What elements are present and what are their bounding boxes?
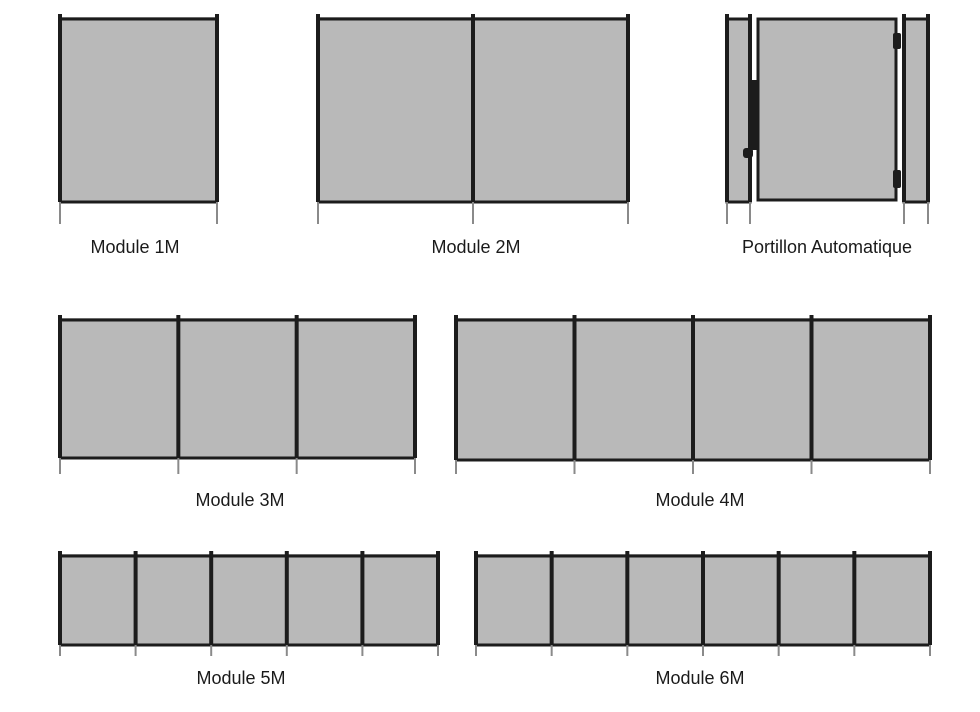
latch-knob-icon	[743, 148, 753, 158]
side-panel-mesh	[904, 19, 928, 202]
gate-frame	[756, 17, 898, 202]
mesh-panel	[60, 554, 438, 645]
module-6m-label: Module 6M	[655, 668, 745, 688]
hinge-icon	[893, 170, 901, 188]
side-panel-mesh	[727, 19, 750, 202]
module-4m-label: Module 4M	[655, 490, 745, 510]
module-5m-label: Module 5M	[196, 668, 286, 688]
latch-icon	[751, 80, 757, 150]
mesh-panel	[60, 318, 415, 458]
gate-mesh	[758, 19, 896, 200]
module-3m-label: Module 3M	[195, 490, 285, 510]
module-2m-label: Module 2M	[431, 237, 521, 257]
portillon-label: Portillon Automatique	[741, 237, 913, 257]
module-1m-label: Module 1M	[90, 237, 180, 257]
hinge-icon	[893, 33, 901, 49]
mesh-panel	[60, 17, 217, 202]
